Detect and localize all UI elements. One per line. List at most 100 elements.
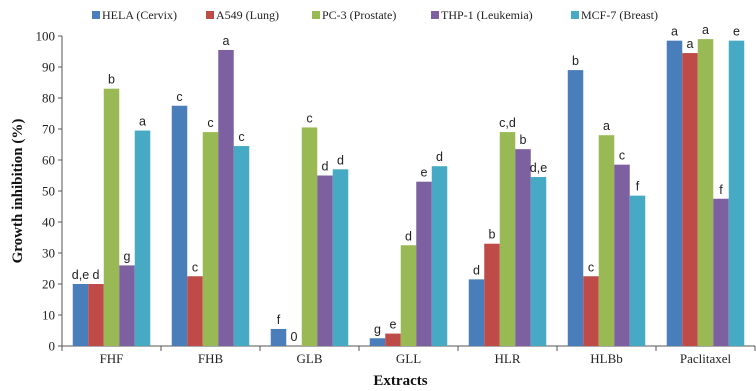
legend-label: THP-1 (Leukemia) (441, 8, 533, 22)
legend-swatch (571, 11, 579, 19)
data-label: b (572, 54, 579, 68)
bar (713, 198, 729, 346)
data-label: d,e (72, 268, 89, 282)
data-label: d (93, 268, 100, 282)
data-label: b (108, 73, 115, 87)
bar (515, 149, 531, 346)
data-label: c (619, 149, 625, 163)
x-tick-label: FHB (198, 351, 224, 366)
legend-label: HELA (Cervix) (102, 8, 177, 22)
bar (530, 177, 547, 346)
x-tick-label: FHF (100, 351, 124, 366)
data-label: f (636, 180, 640, 194)
legend-swatch (312, 11, 320, 19)
data-label: g (374, 322, 381, 336)
x-tick-label: HLR (495, 351, 521, 366)
data-label: e (390, 318, 397, 332)
legend-swatch (92, 11, 100, 19)
bar (583, 276, 599, 346)
legend-label: PC-3 (Prostate) (322, 8, 396, 22)
bar (171, 105, 188, 346)
x-axis-title: Extracts (373, 373, 427, 389)
legend: HELA (Cervix) A549 (Lung) PC-3 (Prostate) T… (92, 8, 658, 22)
data-label: d (436, 150, 443, 164)
bar (614, 164, 630, 346)
x-tick-label: Paclitaxel (680, 351, 732, 366)
data-label: d,e (530, 161, 547, 175)
data-label: a (671, 25, 678, 39)
data-label: c (306, 111, 312, 125)
bar (134, 130, 151, 346)
data-label: 0 (291, 330, 298, 344)
bar (119, 265, 135, 346)
bar (416, 181, 432, 346)
bar (468, 279, 485, 346)
data-label: a (139, 115, 146, 129)
data-label: a (687, 37, 694, 51)
bar (369, 338, 386, 346)
y-tick-label: 30 (42, 246, 55, 261)
data-label: g (124, 249, 131, 263)
y-tick-label: 80 (42, 91, 55, 106)
data-label: d (473, 263, 480, 277)
bar (697, 39, 714, 346)
data-label: c (588, 260, 594, 274)
data-label: e (421, 166, 428, 180)
x-tick-label: GLL (396, 351, 421, 366)
y-tick-label: 100 (36, 29, 56, 44)
bar (431, 166, 448, 346)
y-tick-label: 70 (42, 122, 55, 137)
bar (88, 284, 104, 346)
bar (317, 175, 333, 346)
bar (598, 135, 615, 346)
x-tick-label: HLBb (590, 351, 623, 366)
bar (682, 53, 698, 347)
data-label: b (489, 228, 496, 242)
data-label: c (192, 260, 198, 274)
bar (400, 245, 417, 346)
bar (728, 40, 745, 347)
legend-swatch (431, 11, 439, 19)
data-label: f (719, 183, 723, 197)
legend-label: MCF-7 (Breast) (581, 8, 658, 22)
bar (301, 127, 318, 346)
data-label: f (277, 313, 281, 327)
y-tick-label: 40 (42, 215, 55, 230)
bar (567, 70, 584, 346)
data-label: d (322, 160, 329, 174)
data-label: c (207, 116, 213, 130)
bar (103, 88, 120, 346)
data-label: c (238, 130, 244, 144)
data-label: a (603, 119, 610, 133)
data-label: a (223, 34, 230, 48)
bar (72, 284, 89, 346)
bar (233, 146, 250, 346)
y-tick-label: 60 (42, 153, 55, 168)
bars (72, 39, 745, 347)
y-tick-label: 90 (42, 60, 55, 75)
data-label: c,d (499, 116, 516, 130)
data-label: d (405, 229, 412, 243)
bar (666, 40, 683, 347)
data-label: b (520, 133, 527, 147)
data-label: e (733, 25, 740, 39)
y-tick-label: 10 (42, 308, 55, 323)
bar (202, 132, 219, 346)
bar (484, 243, 500, 346)
bar (499, 132, 516, 346)
y-axis-title: Growth inhibition (%) (10, 119, 26, 264)
bar (385, 333, 401, 346)
data-label: a (702, 23, 709, 37)
y-tick-label: 0 (49, 339, 56, 354)
data-label: d (337, 153, 344, 167)
y-tick-label: 50 (42, 184, 55, 199)
x-tick-label: GLB (297, 351, 323, 366)
y-axis: 0 10 20 30 40 50 60 70 80 90 100 (36, 29, 63, 354)
x-axis: FHF FHB GLB GLL HLR HLBb Paclitaxel (61, 345, 756, 366)
bar (629, 195, 646, 346)
bar (218, 49, 234, 346)
bar (270, 328, 287, 346)
bar (332, 169, 349, 346)
